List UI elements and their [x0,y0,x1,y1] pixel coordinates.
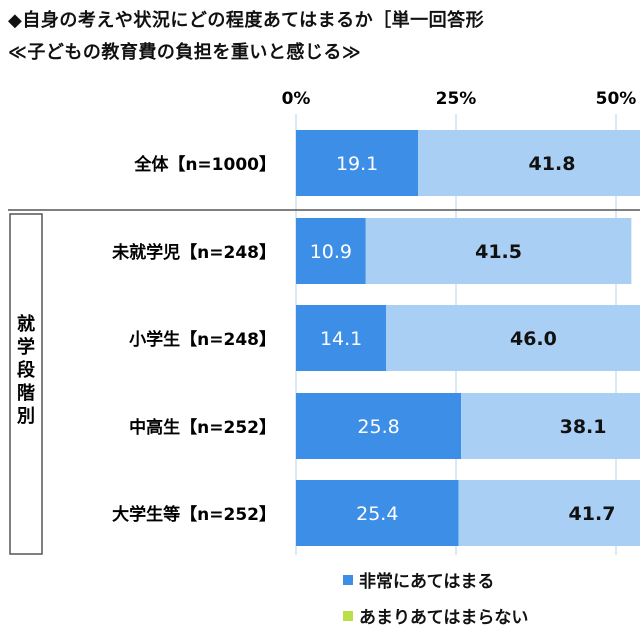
bar-series2 [461,393,640,459]
data-label: 41.8 [529,153,576,175]
data-label: 41.5 [475,241,522,263]
legend-label-series2: あまりあてはまらない [359,608,529,628]
data-label: 19.1 [336,153,378,175]
legend-label-series1: 非常にあてはまる [359,572,495,592]
bar-series2 [365,218,632,284]
bar-series2 [418,130,640,196]
data-label: 41.7 [569,503,616,525]
group-label-char: 別 [17,406,35,427]
category-label: 大学生等【n=252】 [112,504,276,525]
group-label-char: 段 [17,359,36,381]
category-label: 未就学児【n=248】 [111,242,276,263]
bar-series1 [296,393,462,459]
x-tick-label: 0% [282,89,311,109]
legend-item-series1: 非常にあてはまる [343,567,494,592]
bar-series1 [296,480,459,546]
data-label: 10.9 [310,241,352,263]
bar-series2 [386,305,640,371]
bar-series1 [296,130,419,196]
data-label: 38.1 [560,416,607,438]
legend-item-series2: あまりあてはまらない [343,603,528,628]
group-label-char: 学 [17,336,35,358]
bar-series2 [458,480,640,546]
bar-series1 [296,305,387,371]
legend-swatch-series1 [343,574,353,585]
data-label: 25.4 [356,503,398,525]
x-tick-label: 25% [436,89,477,109]
group-label-char: 就 [17,313,35,335]
data-label: 46.0 [510,328,557,350]
data-label: 14.1 [320,328,362,350]
data-label: 25.8 [357,416,399,438]
category-label: 小学生【n=248】 [129,329,276,350]
category-label: 全体【n=1000】 [133,154,276,175]
bar-series1 [296,218,366,284]
group-label-char: 階 [17,383,35,404]
chart-title: ◆自身の考えや状況にどの程度あてはまるか［単一回答形 [8,10,485,31]
legend-swatch-series2 [343,610,353,621]
chart-subtitle: ≪子どもの教育費の負担を重いと感じる≫ [8,42,362,63]
x-tick-label: 50% [596,89,637,109]
category-label: 中高生【n=252】 [129,417,276,438]
group-bracket [9,213,43,555]
